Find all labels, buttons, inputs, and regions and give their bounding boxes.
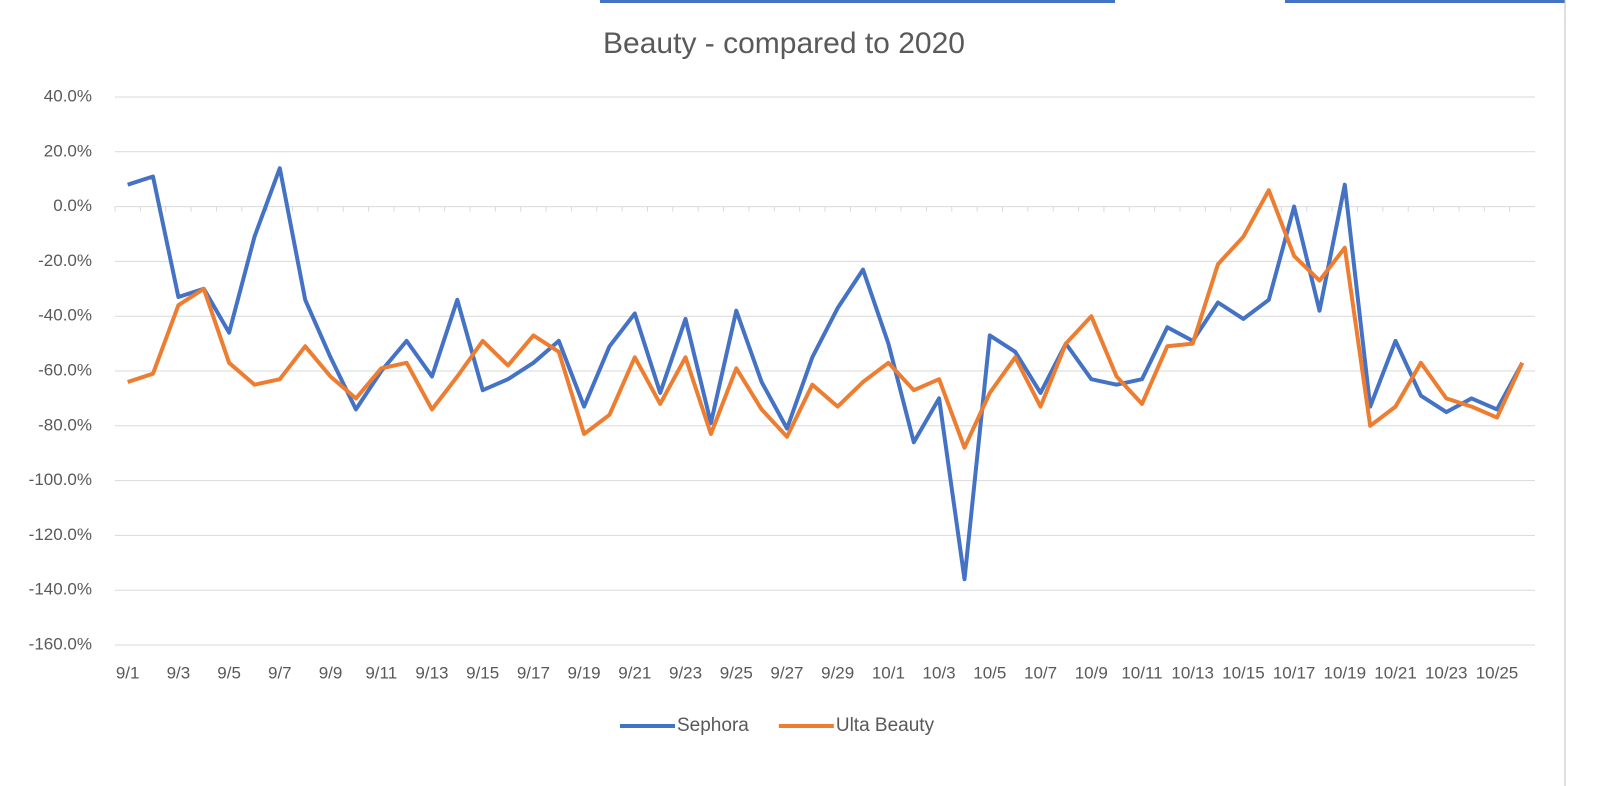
x-tick-label: 9/5 [217,663,241,682]
x-tick-label: 9/21 [618,663,651,682]
x-tick-label: 10/9 [1075,663,1108,682]
x-tick-label: 9/15 [466,663,499,682]
window-edge [1285,0,1565,3]
x-tick-label: 9/1 [116,663,140,682]
x-tick-label: 10/21 [1374,663,1417,682]
x-tick-label: 10/25 [1476,663,1519,682]
x-tick-label: 10/7 [1024,663,1057,682]
x-tick-label: 10/3 [923,663,956,682]
x-tick-label: 10/17 [1273,663,1316,682]
y-tick-label: -40.0% [38,306,92,325]
x-tick-label: 9/7 [268,663,292,682]
x-tick-label: 9/17 [517,663,550,682]
x-tick-label: 9/11 [365,663,397,682]
x-tick-label: 9/23 [669,663,702,682]
window-edge [600,0,1115,3]
x-tick-label: 10/15 [1222,663,1265,682]
y-tick-label: 40.0% [44,86,92,105]
y-tick-label: -100.0% [29,470,92,489]
x-tick-label: 9/25 [720,663,753,682]
x-tick-label: 10/11 [1121,663,1162,682]
y-tick-label: -120.0% [29,525,92,544]
x-tick-label: 10/13 [1171,663,1214,682]
chart-title: Beauty - compared to 2020 [603,27,965,60]
series-line [127,166,1525,582]
y-tick-label: -140.0% [29,580,92,599]
x-tick-label: 10/23 [1425,663,1468,682]
x-tick-label: 9/19 [568,663,601,682]
x-tick-label: 10/19 [1324,663,1367,682]
y-tick-label: -20.0% [38,251,92,270]
x-tick-label: 9/29 [821,663,854,682]
x-tick-label: 9/13 [415,663,448,682]
legend-label: Ulta Beauty [836,715,935,736]
y-tick-label: 0.0% [53,196,92,215]
x-tick-label: 9/9 [319,663,343,682]
x-tick-label: 9/3 [167,663,191,682]
x-tick-label: 10/1 [872,663,905,682]
x-tick-label: 10/5 [973,663,1006,682]
y-tick-label: 20.0% [44,141,92,160]
y-tick-label: -160.0% [29,634,92,653]
x-tick-label: 9/27 [770,663,803,682]
y-tick-label: -80.0% [38,415,92,434]
series-line [127,188,1525,450]
legend-label: Sephora [677,715,749,736]
y-tick-label: -60.0% [38,360,92,379]
